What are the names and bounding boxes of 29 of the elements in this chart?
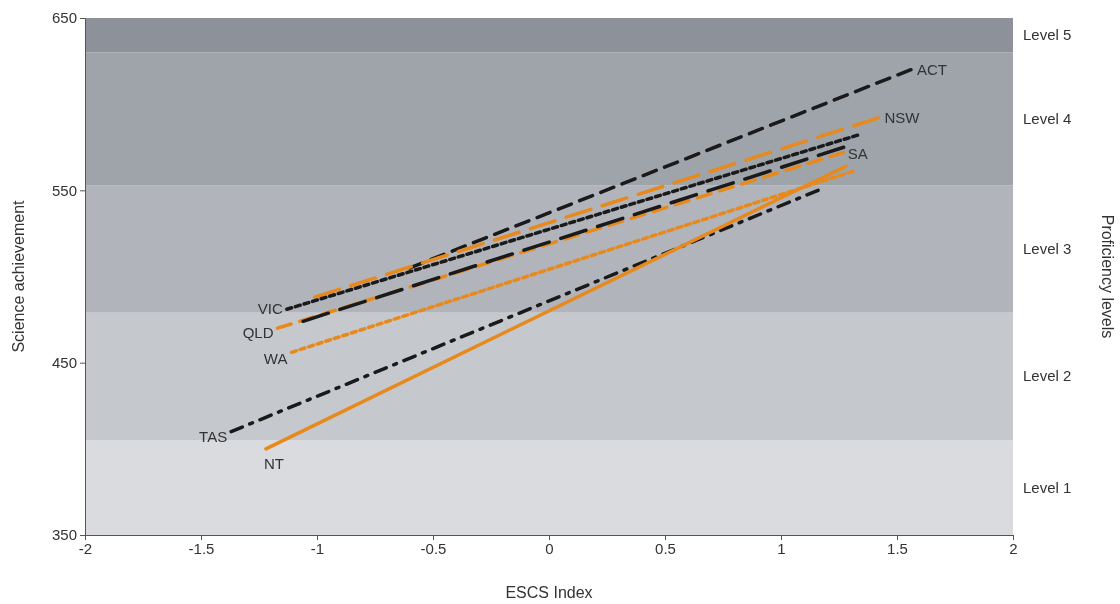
y-tick-label: 350 [51,526,77,544]
band-label: Level 4 [1023,109,1072,127]
series-label: SA [847,145,868,163]
x-tick-label: 2 [1009,539,1018,557]
x-tick-label: 0 [545,539,554,557]
band-label: Level 1 [1023,478,1072,496]
series-label: NT [263,454,284,472]
series-label: TAS [199,427,228,445]
y-axis-title: Science achievement [10,199,27,353]
x-tick-label: 1 [777,539,786,557]
x-tick-label: -1.5 [188,539,215,557]
series-label: WA [263,350,288,368]
x-tick-label: -2 [78,539,93,557]
x-tick-label: -1 [310,539,325,557]
series-label: QLD [242,324,274,342]
band-label: Level 5 [1023,26,1072,44]
y-tick-label: 450 [51,353,77,371]
x-tick-label: 0.5 [655,539,676,557]
x-tick-label: 1.5 [887,539,908,557]
x-tick-label: -0.5 [420,539,447,557]
y-tick-label: 550 [51,181,77,199]
band-label: Level 3 [1023,239,1072,257]
series-label: VIC [257,300,283,318]
band-label: Level 2 [1023,367,1072,385]
series-label: NSW [884,108,921,126]
text: Proficiency levels [1099,214,1116,339]
series-label: ACT [916,60,947,78]
y-tick-label: 650 [51,9,77,27]
x-axis-title: ESCS Index [505,584,593,601]
